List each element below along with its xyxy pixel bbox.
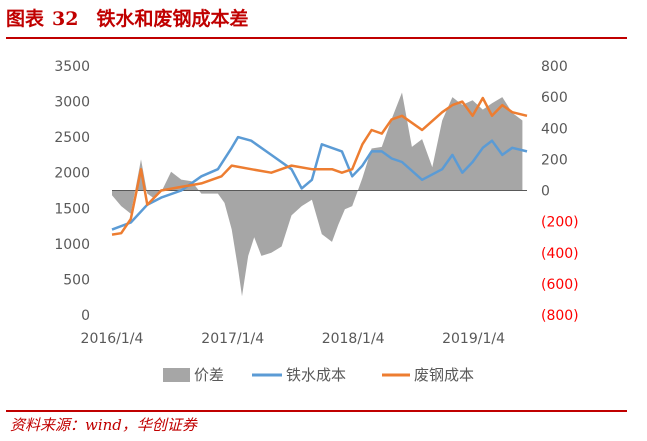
y-right-tick-label: 0: [541, 184, 550, 200]
legend-label-scrap: 废钢成本: [414, 366, 474, 384]
y-right-tick-label: 400: [541, 121, 568, 137]
x-tick-label: 2017/1/4: [201, 331, 264, 347]
top-rule: [6, 37, 627, 39]
y-left-tick-label: 1000: [54, 237, 90, 253]
y-right-tick-label: 200: [541, 152, 568, 168]
figure-label: 图表: [6, 8, 45, 30]
y-right-tick-label: 800: [541, 59, 568, 75]
x-tick-label: 2019/1/4: [442, 331, 505, 347]
y-right-tick-label: 600: [541, 90, 568, 106]
y-left-tick-label: 500: [63, 272, 90, 288]
x-tick-label: 2018/1/4: [322, 331, 385, 347]
y-right-tick-label: (600): [541, 277, 579, 293]
bottom-rule: [6, 410, 627, 412]
y-left-tick-label: 2500: [54, 130, 90, 146]
y-left-tick-label: 1500: [54, 201, 90, 217]
y-right-tick-label: (400): [541, 246, 579, 262]
y-left-tick-label: 0: [81, 308, 90, 324]
source-note: 资料来源：wind，华创证券: [10, 416, 197, 434]
figure-caption: 铁水和废钢成本差: [96, 8, 249, 30]
spread-area: [112, 92, 523, 297]
legend-swatch-spread: [163, 368, 190, 382]
figure-number: 32: [52, 8, 79, 30]
figure-title: 图表 32 铁水和废钢成本差: [6, 4, 248, 34]
legend-label-hot-metal: 铁水成本: [286, 366, 346, 384]
y-right-tick-label: (800): [541, 308, 579, 324]
x-tick-label: 2016/1/4: [81, 331, 144, 347]
y-right-tick-label: (200): [541, 215, 579, 231]
hot-metal-cost-line: [111, 135, 528, 231]
legend-label-spread: 价差: [194, 366, 224, 384]
y-left-tick-label: 2000: [54, 166, 90, 182]
y-left-tick-label: 3000: [54, 95, 90, 111]
y-left-tick-label: 3500: [54, 59, 90, 75]
scrap-cost-line: [111, 96, 528, 236]
